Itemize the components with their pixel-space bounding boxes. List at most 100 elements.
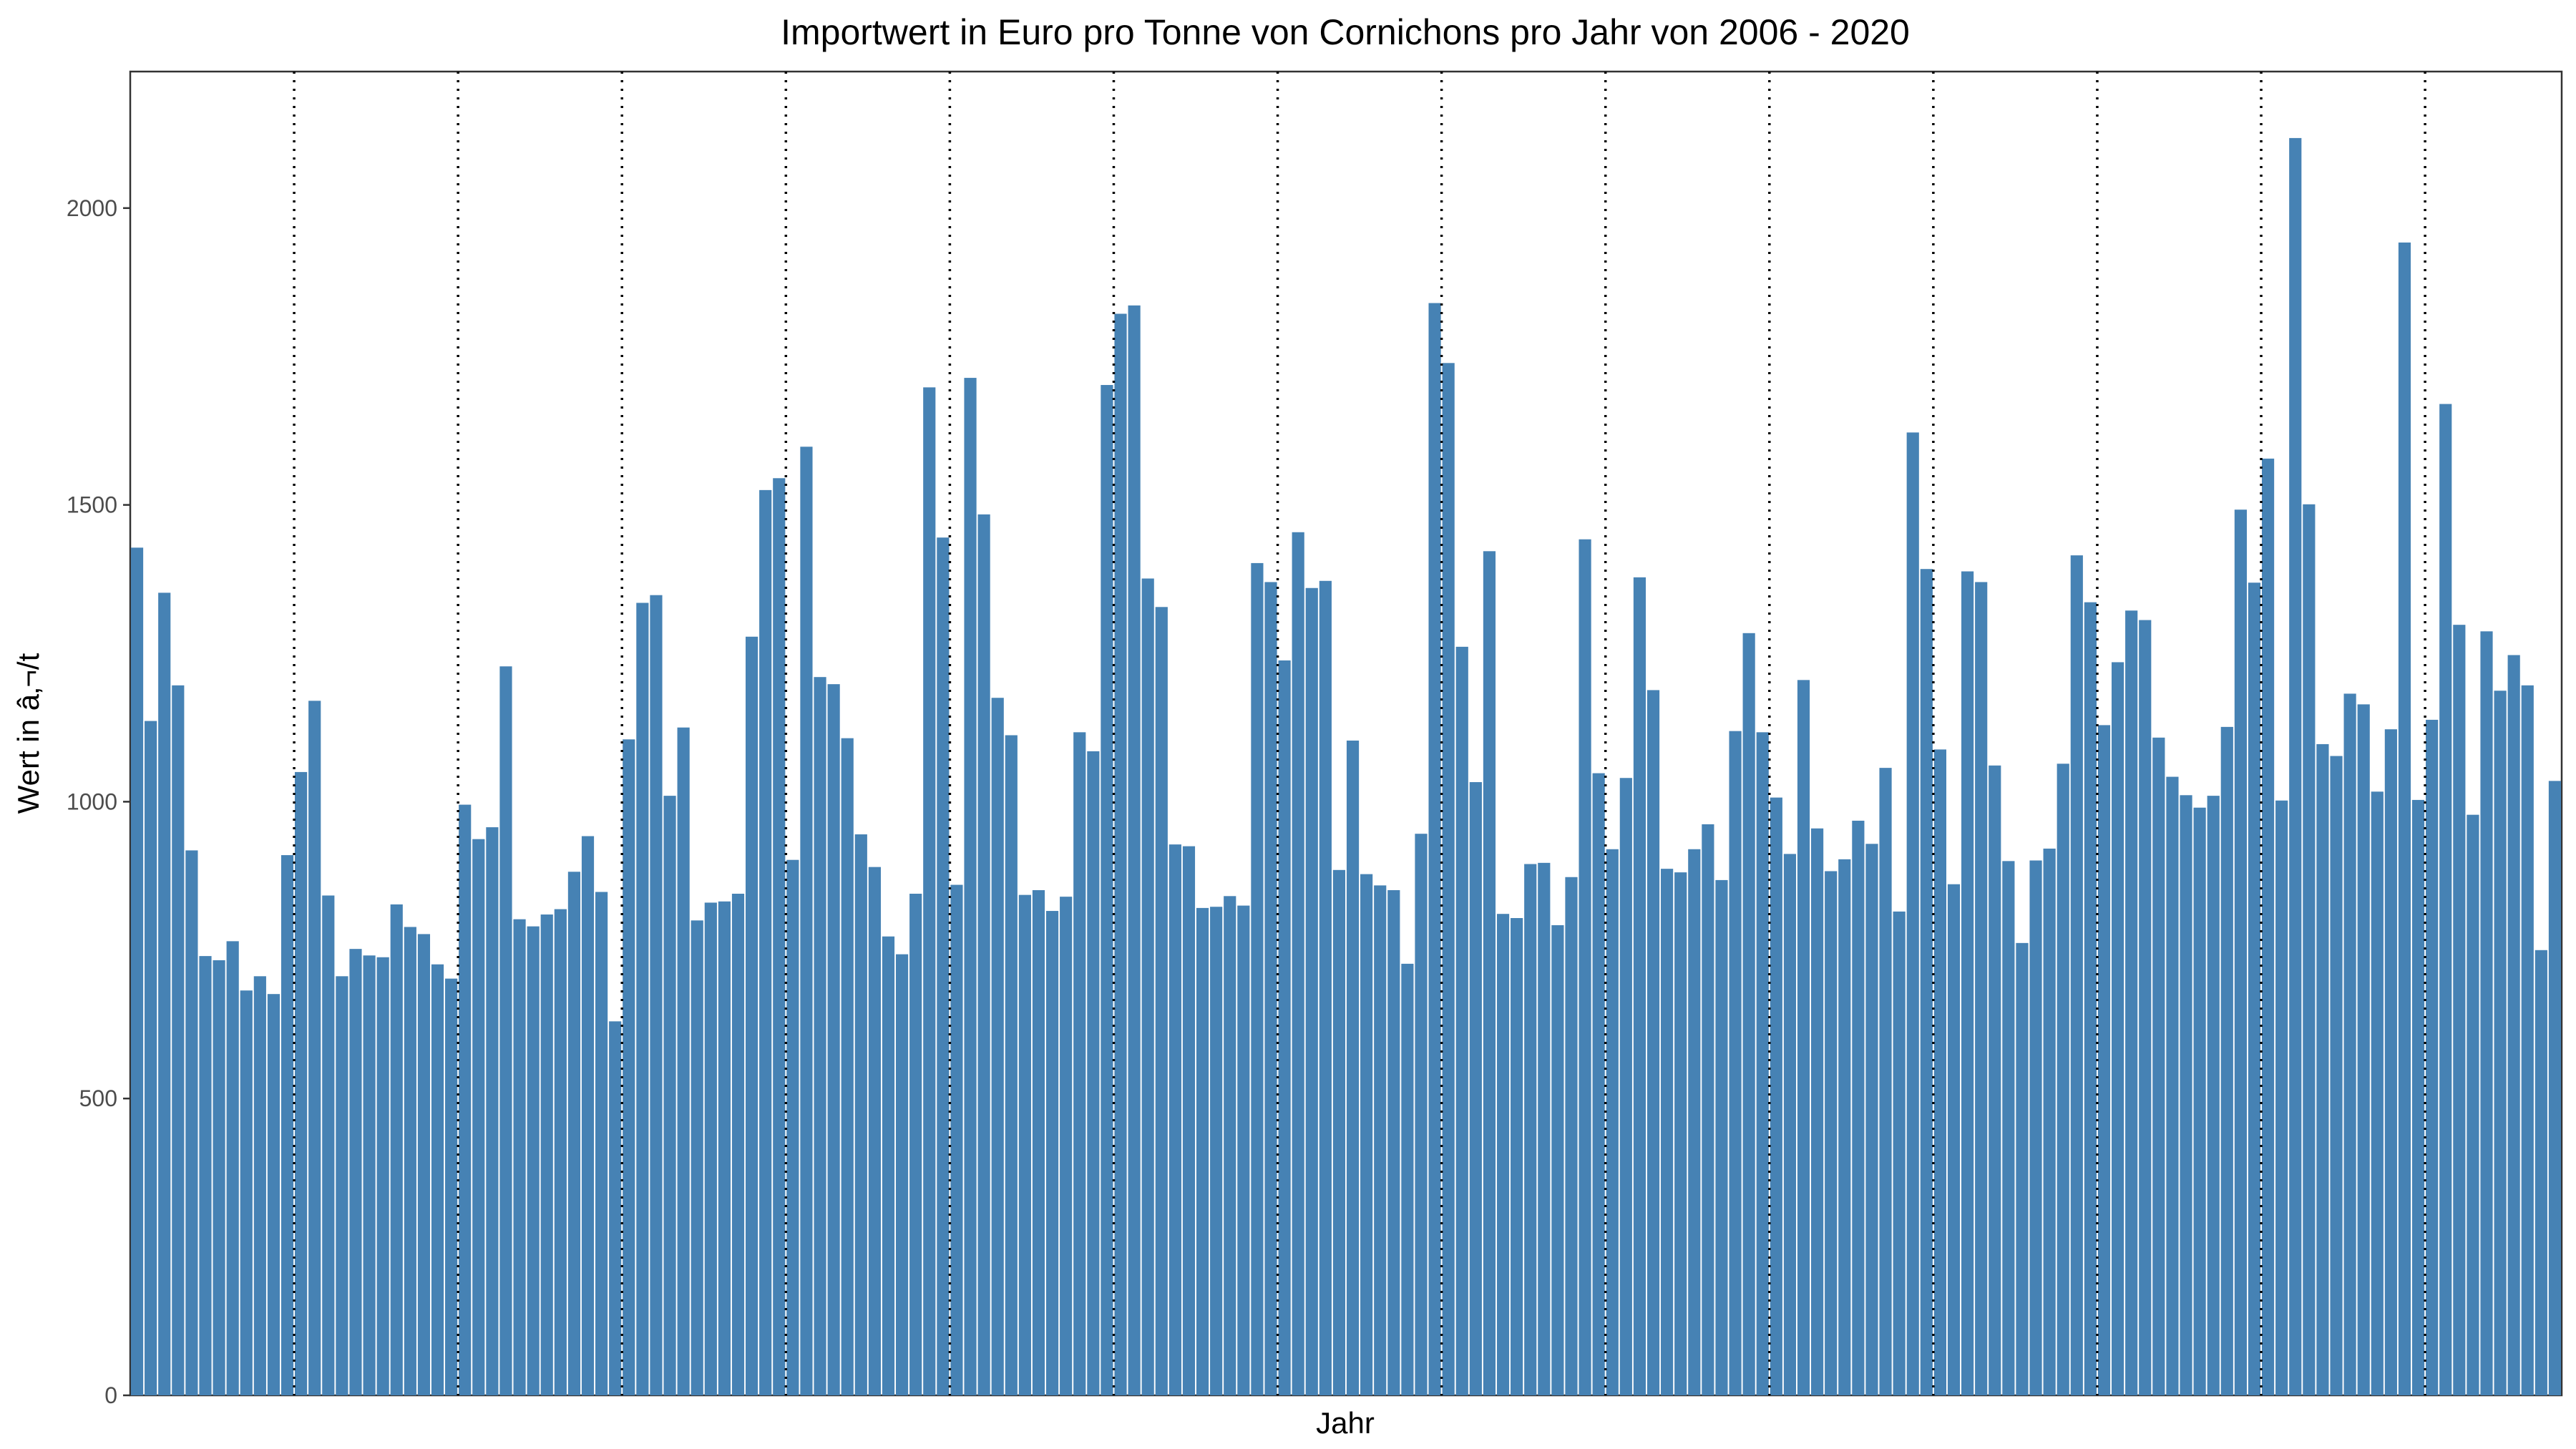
bar bbox=[554, 909, 567, 1395]
bar bbox=[1428, 303, 1441, 1395]
bar bbox=[1401, 963, 1414, 1395]
bar bbox=[280, 855, 294, 1395]
bar bbox=[2453, 625, 2466, 1396]
bar bbox=[1865, 844, 1878, 1395]
bar bbox=[1045, 911, 1059, 1395]
bar bbox=[130, 547, 144, 1395]
bar bbox=[1374, 885, 1387, 1395]
y-tick-label: 1000 bbox=[67, 789, 117, 814]
bar bbox=[527, 926, 540, 1395]
bar bbox=[1538, 862, 1551, 1395]
bar bbox=[2384, 729, 2397, 1395]
bar bbox=[1087, 751, 1100, 1395]
bar bbox=[2111, 662, 2124, 1396]
bar bbox=[1797, 680, 1810, 1395]
bar bbox=[2467, 814, 2479, 1395]
bar bbox=[1702, 824, 1714, 1395]
bar bbox=[1811, 828, 1824, 1395]
bar bbox=[650, 595, 663, 1396]
bar bbox=[895, 954, 909, 1395]
bar bbox=[2343, 693, 2356, 1395]
bar bbox=[1879, 768, 1892, 1395]
bar bbox=[253, 976, 266, 1395]
bar bbox=[814, 677, 826, 1395]
bar bbox=[2316, 743, 2329, 1395]
bar bbox=[718, 901, 731, 1395]
bar bbox=[1756, 732, 1769, 1395]
bar bbox=[1906, 432, 1919, 1395]
bar bbox=[1155, 607, 1168, 1395]
bar bbox=[1633, 577, 1646, 1395]
bar bbox=[1182, 846, 1196, 1395]
bar bbox=[349, 949, 362, 1395]
bar bbox=[2480, 631, 2493, 1395]
bar bbox=[1005, 735, 1018, 1395]
x-axis-title: Jahr bbox=[1316, 1406, 1375, 1440]
bar bbox=[199, 956, 212, 1395]
bar bbox=[1264, 582, 1277, 1396]
bar bbox=[1661, 869, 1674, 1395]
bar bbox=[759, 489, 772, 1395]
bar bbox=[1579, 539, 1591, 1395]
bar bbox=[2357, 704, 2370, 1395]
bar bbox=[1975, 582, 1988, 1396]
bar bbox=[731, 893, 745, 1395]
bar bbox=[459, 804, 472, 1395]
bar bbox=[1646, 690, 1660, 1395]
bar bbox=[1101, 385, 1113, 1395]
bar bbox=[1332, 869, 1346, 1395]
bar bbox=[1551, 924, 1564, 1395]
bar bbox=[1688, 849, 1701, 1395]
bar bbox=[2152, 737, 2165, 1395]
bar bbox=[1196, 907, 1209, 1395]
bar bbox=[2275, 800, 2288, 1395]
bar bbox=[2534, 950, 2547, 1395]
bar bbox=[704, 902, 717, 1395]
bar bbox=[854, 834, 867, 1395]
bar bbox=[363, 955, 376, 1395]
bar bbox=[2097, 725, 2111, 1395]
bar bbox=[1524, 864, 1537, 1395]
bar bbox=[1360, 874, 1373, 1395]
bar bbox=[609, 1021, 622, 1395]
bar bbox=[964, 378, 977, 1395]
bar bbox=[2330, 756, 2343, 1395]
bar bbox=[540, 914, 553, 1395]
bar bbox=[2057, 763, 2069, 1395]
bar bbox=[2043, 848, 2056, 1395]
bar bbox=[240, 990, 253, 1395]
bar bbox=[1319, 580, 1332, 1395]
bar bbox=[2002, 861, 2015, 1395]
bar bbox=[2261, 458, 2275, 1395]
bar bbox=[2289, 137, 2302, 1395]
bar bbox=[1619, 778, 1632, 1395]
bar bbox=[295, 771, 308, 1395]
bar bbox=[2125, 610, 2138, 1395]
bar bbox=[1346, 740, 1360, 1395]
year-separators bbox=[293, 72, 2426, 1395]
bar bbox=[773, 478, 786, 1395]
bar bbox=[1237, 905, 1250, 1395]
bar bbox=[1606, 849, 1619, 1395]
bar bbox=[1893, 911, 1906, 1395]
bar bbox=[2016, 942, 2029, 1395]
bar bbox=[486, 827, 499, 1395]
bars-group bbox=[130, 137, 2562, 1396]
bar bbox=[841, 738, 854, 1395]
bar bbox=[2220, 726, 2233, 1395]
bar bbox=[1278, 660, 1291, 1396]
bar bbox=[445, 978, 458, 1395]
bar bbox=[1415, 834, 1428, 1395]
bar bbox=[923, 387, 936, 1395]
bar bbox=[1483, 551, 1496, 1395]
bar bbox=[1989, 765, 2001, 1395]
bar bbox=[376, 957, 389, 1395]
bar bbox=[1742, 633, 1755, 1395]
bar bbox=[2494, 691, 2507, 1395]
bar bbox=[2234, 509, 2247, 1395]
bar bbox=[2029, 860, 2042, 1395]
bar bbox=[2398, 242, 2411, 1395]
bar bbox=[2084, 602, 2097, 1396]
bar bbox=[1770, 797, 1782, 1395]
